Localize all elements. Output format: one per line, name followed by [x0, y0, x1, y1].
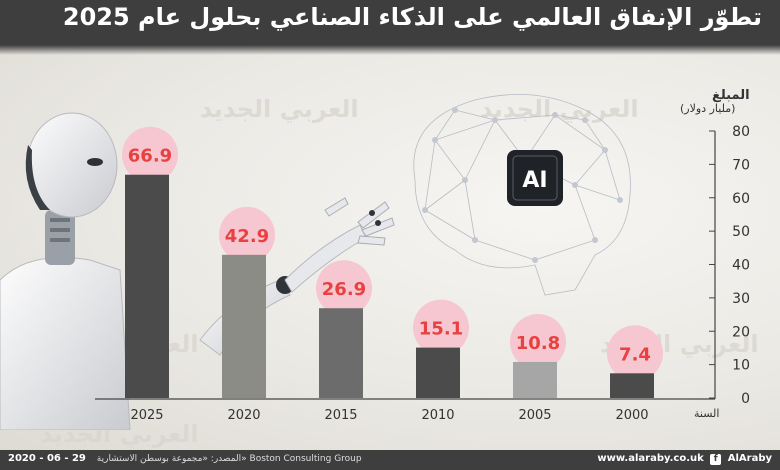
x-tick-label: 2020: [227, 408, 260, 423]
facebook-icon[interactable]: f: [710, 454, 722, 465]
bar-2020: [222, 254, 266, 398]
value-label: 66.9: [128, 146, 172, 167]
value-label: 15.1: [419, 319, 463, 340]
y-tick-label: 50: [732, 224, 750, 240]
value-bubble: [316, 260, 372, 317]
ai-chip-label: AI: [522, 168, 547, 193]
source-credit: المصدر: «مجموعة بوسطن الاستشارية» Boston…: [96, 454, 362, 464]
y-tick-label: 20: [732, 324, 750, 340]
watermark-text: العربي الجديد: [200, 95, 359, 123]
y-tick-label: 10: [732, 358, 750, 374]
x-axis-title: السنة: [694, 407, 720, 420]
value-label: 26.9: [322, 279, 366, 300]
value-label: 42.9: [225, 226, 269, 247]
bar-2000: [610, 373, 654, 398]
website-link[interactable]: www.alaraby.co.uk: [597, 453, 704, 464]
bar-2025: [125, 174, 169, 398]
x-tick-label: 2005: [518, 408, 551, 423]
x-axis: 2025 2020 2015 2010 2005 2000: [95, 398, 715, 423]
value-label-layer: 66.9 42.9 26.9 15.1 10.8 7.4: [128, 146, 651, 366]
publish-date: 2020 - 06 - 29: [8, 453, 86, 464]
y-axis: 0 10 20 30 40 50 60 70 80: [709, 124, 750, 407]
x-tick-label: 2025: [130, 408, 163, 423]
y-axis-unit: (مليار دولار): [680, 102, 736, 115]
chart-title: تطوّر الإنفاق العالمي على الذكاء الصناعي…: [62, 3, 762, 31]
x-tick-label: 2000: [615, 408, 648, 423]
value-bubble: [413, 299, 469, 356]
bar-2010: [416, 347, 460, 398]
y-tick-label: 70: [732, 157, 750, 173]
bar-2015: [319, 308, 363, 398]
value-bubble: [510, 313, 566, 370]
bar-layer: [125, 174, 654, 398]
value-bubble: [607, 325, 663, 382]
footer-bar: 2020 - 06 - 29 المصدر: «مجموعة بوسطن الا…: [0, 450, 780, 470]
y-axis-title: المبلغ: [712, 88, 750, 103]
value-label: 7.4: [619, 344, 651, 365]
social-handle[interactable]: AlAraby: [727, 453, 772, 464]
y-tick-label: 30: [732, 291, 750, 307]
ai-brain-illustration: AI: [413, 93, 631, 296]
bubble-layer: [122, 126, 663, 382]
value-bubble: [219, 206, 275, 263]
y-tick-label: 0: [741, 391, 750, 407]
y-tick-label: 80: [732, 124, 750, 140]
x-tick-label: 2015: [324, 408, 357, 423]
bar-2005: [513, 361, 557, 398]
value-label: 10.8: [516, 333, 560, 354]
value-bubble: [122, 126, 178, 183]
footer-left: 2020 - 06 - 29 المصدر: «مجموعة بوسطن الا…: [8, 453, 362, 464]
footer-right: www.alaraby.co.uk f AlAraby: [597, 453, 772, 465]
y-tick-label: 40: [732, 258, 750, 274]
title-band: تطوّر الإنفاق العالمي على الذكاء الصناعي…: [0, 0, 780, 55]
y-tick-label: 60: [732, 191, 750, 207]
x-tick-label: 2010: [421, 408, 454, 423]
